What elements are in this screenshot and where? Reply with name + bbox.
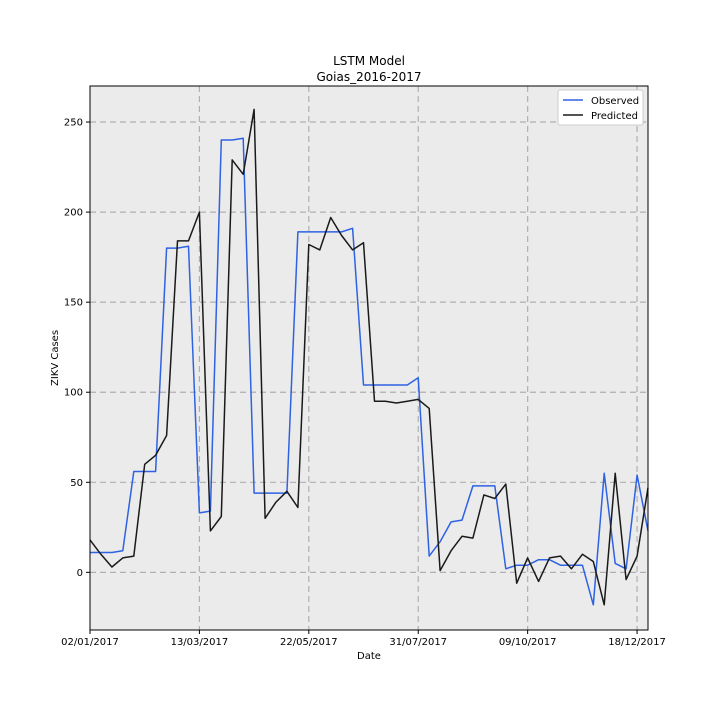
x-tick-label: 02/01/2017: [61, 637, 119, 648]
y-tick-label: 100: [64, 388, 83, 399]
x-tick-label: 13/03/2017: [171, 637, 229, 648]
series-line-predicted: [89, 108, 649, 606]
legend: Observed Predicted: [557, 89, 644, 126]
x-tick-label: 18/12/2017: [608, 637, 666, 648]
x-axis: 02/01/2017 13/03/2017 22/05/2017 31/07/2017…: [61, 630, 666, 648]
x-tick-label: 22/05/2017: [280, 637, 338, 648]
y-tick-label: 250: [64, 118, 83, 129]
x-axis-label: Date: [357, 651, 381, 662]
x-tick-label: 31/07/2017: [389, 637, 447, 648]
legend-box: [557, 89, 644, 126]
grid: [90, 86, 648, 630]
y-tick-label: 150: [64, 298, 83, 309]
y-tick-label: 50: [70, 478, 83, 489]
y-axis: 0 50 100 150 200 250: [64, 118, 90, 579]
plot-area: [90, 86, 648, 630]
chart-subtitle: Goias_2016-2017: [317, 70, 422, 84]
plot-frame: [89, 85, 649, 631]
x-tick-label: 09/10/2017: [499, 637, 557, 648]
chart-title: LSTM Model: [333, 54, 405, 68]
legend-predicted-label: Predicted: [591, 111, 638, 122]
legend-observed-label: Observed: [591, 96, 639, 107]
y-axis-label: ZIKV Cases: [50, 330, 61, 386]
y-tick-label: 200: [64, 208, 83, 219]
series-line-observed: [90, 137, 649, 606]
series-lines: [89, 108, 649, 606]
y-tick-label: 0: [77, 568, 83, 579]
